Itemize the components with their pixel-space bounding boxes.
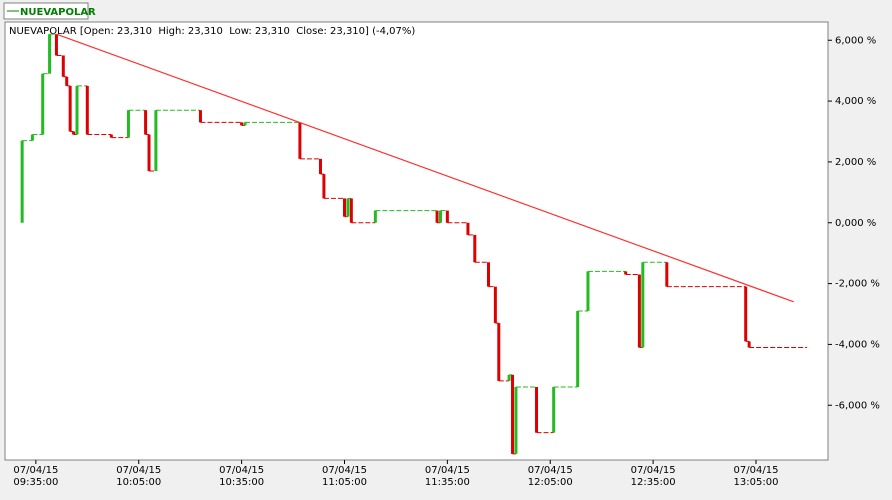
y-tick-label: -4,000 % xyxy=(835,339,880,350)
plot-area xyxy=(4,21,829,461)
x-tick-label: 07/04/15 12:35:00 xyxy=(630,465,676,488)
x-tick-label: 07/04/15 11:05:00 xyxy=(322,465,367,488)
trendline xyxy=(56,33,794,303)
x-tick-label: 07/04/15 13:05:00 xyxy=(733,465,779,488)
y-tick-label: -2,000 % xyxy=(835,279,880,290)
chart-subtitle: NUEVAPOLAR [Open: 23,310 High: 23,310 Lo… xyxy=(9,26,415,37)
x-tick-label: 07/04/15 10:35:00 xyxy=(219,465,265,488)
y-tick-label: 0,000 % xyxy=(835,218,876,229)
legend[interactable] xyxy=(3,2,89,20)
x-tick-label: 07/04/15 11:35:00 xyxy=(424,465,470,488)
x-tick-label: 07/04/15 10:05:00 xyxy=(116,465,162,488)
y-tick-label: -6,000 % xyxy=(835,400,880,411)
y-tick-label: 4,000 % xyxy=(835,96,876,107)
legend-label[interactable]: NUEVAPOLAR xyxy=(20,7,96,18)
x-tick-label: 07/04/15 12:05:00 xyxy=(527,465,573,488)
y-tick-label: 2,000 % xyxy=(835,157,876,168)
x-tick-label: 07/04/15 09:35:00 xyxy=(13,465,59,488)
y-tick-label: 6,000 % xyxy=(835,35,876,46)
